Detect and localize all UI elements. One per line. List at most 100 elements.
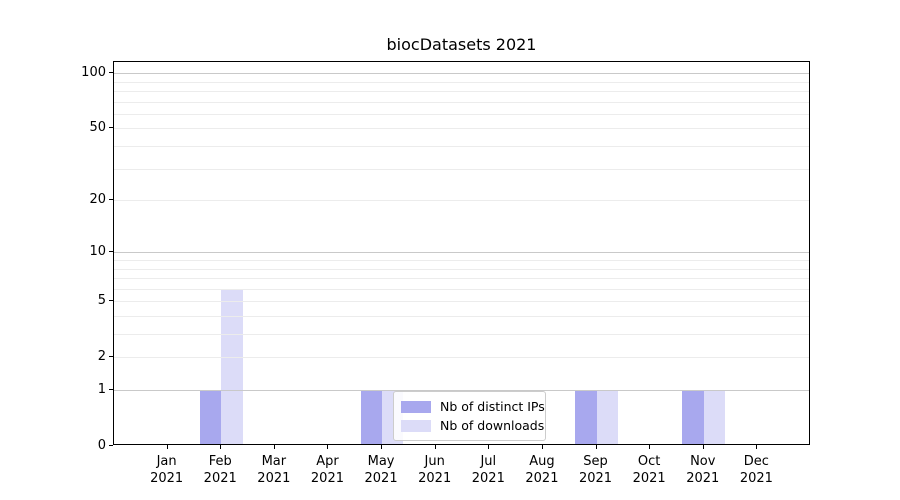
minor-gridline [114, 268, 809, 270]
minor-gridline [114, 81, 809, 83]
y-tick-mark [109, 356, 113, 358]
x-tick-month: Jan [156, 454, 177, 469]
x-tick-mark [273, 445, 275, 449]
bar-downloads-sep [596, 390, 618, 444]
minor-gridline [114, 101, 809, 103]
minor-gridline [114, 288, 809, 290]
x-tick-label: Jul 2021 [453, 453, 523, 487]
x-tick-label: May 2021 [346, 453, 416, 487]
minor-gridline [114, 113, 809, 115]
major-gridline [114, 73, 809, 75]
y-tick-label: 5 [97, 292, 106, 308]
major-gridline [114, 252, 809, 254]
x-tick-month: Jun [424, 454, 445, 469]
x-tick-label: Feb 2021 [185, 453, 255, 487]
y-tick-label: 0 [97, 437, 106, 453]
minor-gridline [114, 278, 809, 280]
x-tick-year: 2021 [203, 471, 237, 486]
x-tick-mark [756, 445, 758, 449]
x-tick-mark [166, 445, 168, 449]
x-tick-mark [327, 445, 329, 449]
x-tick-year: 2021 [739, 471, 773, 486]
x-tick-year: 2021 [525, 471, 559, 486]
x-tick-year: 2021 [310, 471, 344, 486]
x-tick-month: Dec [743, 454, 769, 469]
minor-gridline [114, 146, 809, 148]
minor-gridline [114, 357, 809, 359]
x-tick-label: Jan 2021 [132, 453, 202, 487]
x-tick-label: Mar 2021 [239, 453, 309, 487]
bar-downloads-nov [703, 390, 726, 444]
minor-gridline [114, 200, 809, 202]
x-tick-mark [541, 445, 543, 449]
y-tick-label: 2 [97, 348, 106, 364]
x-tick-month: Apr [316, 454, 339, 469]
legend: Nb of distinct IPs Nb of downloads [393, 391, 546, 441]
y-tick-label: 50 [89, 119, 106, 135]
x-tick-month: Sep [583, 454, 608, 469]
x-tick-label: Sep 2021 [561, 453, 631, 487]
minor-gridline [114, 301, 809, 303]
x-tick-label: Nov 2021 [668, 453, 738, 487]
x-tick-year: 2021 [632, 471, 666, 486]
x-tick-year: 2021 [471, 471, 505, 486]
legend-label: Nb of downloads [440, 418, 545, 433]
minor-gridline [114, 168, 809, 170]
x-tick-mark [220, 445, 222, 449]
legend-entry: Nb of downloads [401, 418, 544, 433]
y-tick-label: 10 [89, 243, 106, 259]
x-tick-year: 2021 [364, 471, 398, 486]
x-tick-mark [488, 445, 490, 449]
legend-swatch [401, 419, 431, 432]
minor-gridline [114, 334, 809, 336]
x-tick-month: Aug [529, 454, 555, 469]
x-tick-month: Oct [637, 454, 661, 469]
x-tick-mark [702, 445, 704, 449]
y-tick-mark [109, 72, 113, 74]
x-tick-label: Oct 2021 [614, 453, 684, 487]
minor-gridline [114, 128, 809, 130]
x-tick-year: 2021 [150, 471, 184, 486]
bar-distinct-ips-nov [682, 390, 704, 444]
bar-distinct-ips-may [360, 390, 383, 444]
x-tick-label: Aug 2021 [507, 453, 577, 487]
y-tick-mark [109, 251, 113, 253]
x-tick-label: Jun 2021 [400, 453, 470, 487]
x-tick-month: May [367, 454, 395, 469]
x-tick-month: Feb [208, 454, 232, 469]
bar-downloads-feb [221, 288, 243, 444]
x-tick-month: Mar [261, 454, 287, 469]
x-tick-mark [434, 445, 436, 449]
x-tick-label: Dec 2021 [721, 453, 791, 487]
legend-swatch [401, 400, 431, 413]
minor-gridline [114, 315, 809, 317]
x-tick-year: 2021 [686, 471, 720, 486]
bar-distinct-ips-feb [199, 390, 222, 444]
major-gridline [114, 390, 809, 391]
x-tick-year: 2021 [418, 471, 452, 486]
x-tick-mark [381, 445, 383, 449]
legend-entry: Nb of distinct IPs [401, 399, 545, 414]
x-tick-label: Apr 2021 [292, 453, 362, 487]
y-tick-mark [109, 199, 113, 201]
y-tick-mark [109, 389, 113, 390]
minor-gridline [114, 260, 809, 261]
legend-label: Nb of distinct IPs [440, 399, 545, 414]
y-tick-mark [109, 445, 113, 446]
y-tick-label: 100 [81, 64, 106, 80]
y-tick-label: 1 [97, 381, 106, 397]
y-tick-mark [109, 127, 113, 129]
x-tick-year: 2021 [257, 471, 291, 486]
x-tick-mark [649, 445, 651, 449]
bar-distinct-ips-sep [575, 390, 597, 444]
minor-gridline [114, 91, 809, 93]
x-tick-year: 2021 [578, 471, 613, 486]
y-tick-label: 20 [89, 191, 106, 207]
x-tick-month: Jul [480, 454, 497, 469]
chart-title: biocDatasets 2021 [386, 35, 537, 54]
x-tick-month: Nov [690, 454, 716, 469]
x-tick-mark [595, 445, 597, 449]
y-tick-mark [109, 300, 113, 302]
